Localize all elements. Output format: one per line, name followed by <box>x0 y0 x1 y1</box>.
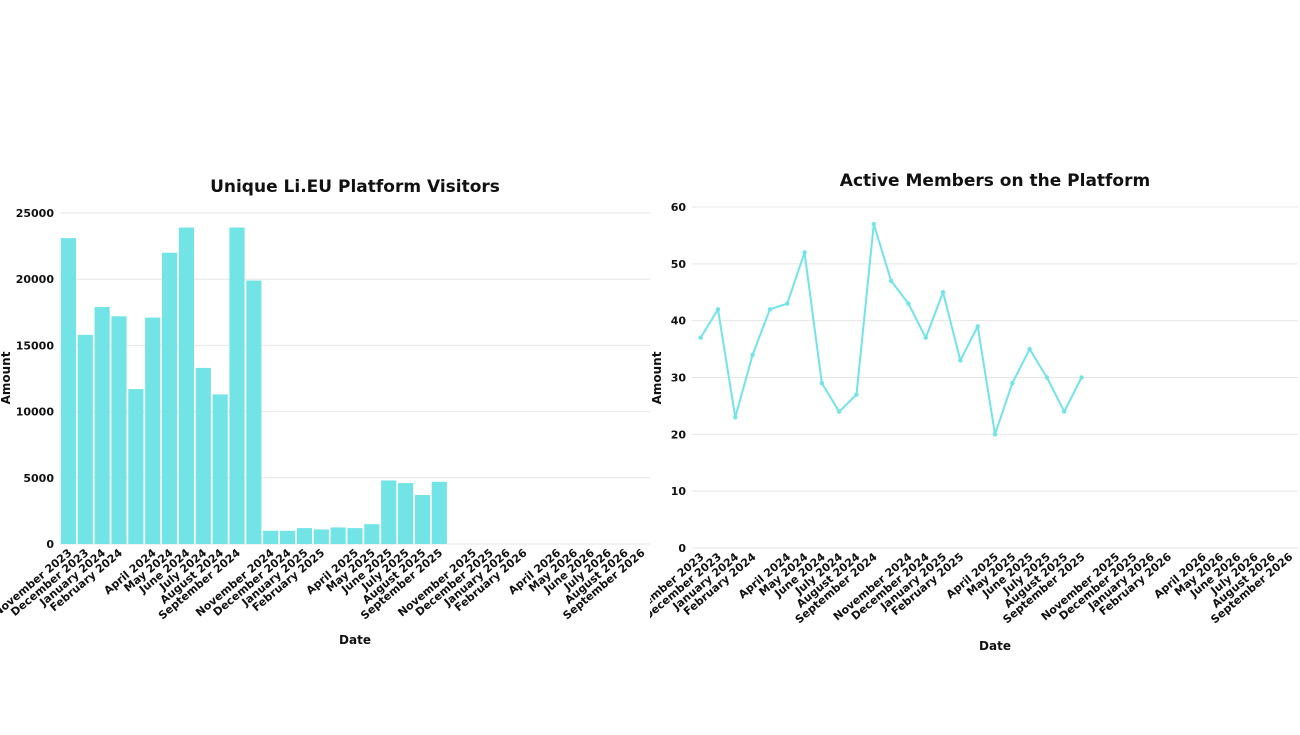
bar <box>94 307 110 544</box>
y-axis-label: Amount <box>0 351 13 404</box>
data-point <box>819 380 825 386</box>
data-point <box>1079 375 1084 380</box>
data-point <box>923 335 928 340</box>
data-point <box>906 301 911 306</box>
members-line-chart: Active Members on the Platform Date Amou… <box>623 171 1298 653</box>
visitors-chart-panel: Unique Li.EU Platform Visitors Date Amou… <box>0 177 650 647</box>
data-point <box>1027 346 1032 352</box>
bar <box>246 280 262 544</box>
bar <box>60 238 77 544</box>
bar <box>414 495 431 544</box>
chart-title: Active Members on the Platform <box>840 171 1150 191</box>
data-point <box>940 290 946 295</box>
data-point <box>975 324 980 329</box>
bars <box>60 227 447 544</box>
bar <box>111 316 127 544</box>
bar <box>364 524 380 544</box>
visitors-bar-chart: Unique Li.EU Platform Visitors Date Amou… <box>0 177 650 647</box>
data-point <box>733 415 738 420</box>
data-point <box>1010 380 1015 386</box>
bar <box>431 481 447 544</box>
data-point <box>715 307 721 312</box>
y-tick-label: 15000 <box>16 339 55 352</box>
x-axis-label: Date <box>339 633 371 647</box>
y-tick-label: 40 <box>671 315 687 328</box>
bar <box>313 529 329 544</box>
data-point <box>958 358 963 363</box>
bar <box>381 480 397 544</box>
data-point <box>854 392 859 397</box>
y-axis-label: Amount <box>650 351 664 404</box>
bar <box>195 367 211 544</box>
bar <box>347 528 363 544</box>
chart-title: Unique Li.EU Platform Visitors <box>210 177 500 197</box>
data-point <box>698 335 703 340</box>
bar <box>212 394 228 544</box>
x-axis-label: Date <box>979 639 1011 653</box>
bar <box>178 227 195 544</box>
line-series <box>698 221 1084 437</box>
bar <box>279 530 296 544</box>
gridlines <box>692 206 1298 549</box>
y-tick-label: 50 <box>671 258 687 271</box>
data-point <box>802 250 807 255</box>
y-tick-label: 10000 <box>16 406 55 419</box>
data-point <box>1062 409 1067 414</box>
y-tick-labels: 0 10 20 30 40 50 60 <box>671 201 687 555</box>
series-line <box>699 223 1083 436</box>
data-point <box>785 301 790 306</box>
bar <box>263 530 279 544</box>
bar <box>229 227 245 544</box>
y-tick-label: 60 <box>671 201 687 214</box>
data-point <box>767 307 773 312</box>
y-tick-label: 0 <box>46 538 54 551</box>
y-tick-label: 20000 <box>16 273 55 286</box>
data-point <box>888 278 894 284</box>
y-tick-label: 10 <box>671 485 687 498</box>
bar <box>77 334 93 544</box>
data-point <box>871 221 876 227</box>
y-tick-label: 5000 <box>23 472 54 485</box>
y-tick-label: 25000 <box>16 207 55 220</box>
data-point <box>750 352 755 357</box>
data-point <box>1044 375 1050 380</box>
y-tick-label: 30 <box>671 372 687 385</box>
members-chart-panel: Active Members on the Platform Date Amou… <box>623 0 1300 731</box>
data-point <box>836 409 842 414</box>
data-point <box>992 432 998 437</box>
bar <box>128 389 144 544</box>
bar <box>397 483 414 544</box>
bar <box>296 528 313 544</box>
bar <box>330 527 346 544</box>
y-tick-labels: 0 5000 10000 15000 20000 25000 <box>16 207 55 551</box>
y-tick-label: 0 <box>678 542 686 555</box>
y-tick-label: 20 <box>671 428 687 441</box>
bar <box>145 317 161 544</box>
bar <box>161 252 178 544</box>
